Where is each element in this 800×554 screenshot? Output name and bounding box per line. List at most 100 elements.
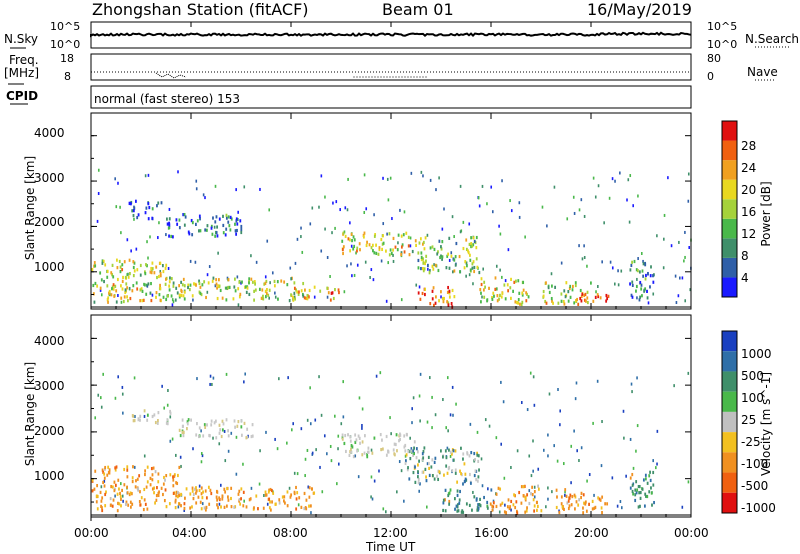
echo-cell <box>577 302 580 306</box>
echo-cell <box>455 241 458 246</box>
echo-cell <box>454 507 456 511</box>
echo-cell <box>437 477 440 482</box>
nsearch-label: N.Search <box>745 32 800 46</box>
echo-cell <box>198 488 201 493</box>
echo-speck <box>307 485 310 489</box>
echo-cell <box>178 226 181 230</box>
echo-cell <box>590 281 592 285</box>
echo-cell <box>157 472 160 476</box>
echo-speck <box>516 449 519 453</box>
pwr-tick-28: 28 <box>741 139 757 153</box>
echo-speck <box>450 251 453 255</box>
echo-speck <box>97 168 100 172</box>
echo-cell <box>230 496 232 501</box>
echo-cell <box>136 215 139 220</box>
echo-speck <box>574 397 577 401</box>
echo-cell <box>103 472 106 476</box>
echo-cell <box>116 492 119 496</box>
echo-speck <box>230 431 233 435</box>
echo-cell <box>478 270 481 275</box>
echo-cell <box>479 504 482 508</box>
echo-speck <box>134 415 136 419</box>
echo-cell <box>434 301 437 305</box>
echo-cell <box>536 504 539 509</box>
echo-cell <box>498 297 500 301</box>
echo-cell <box>144 272 147 276</box>
echo-cell <box>178 295 181 299</box>
echo-speck <box>533 403 536 407</box>
echo-cell <box>203 280 206 284</box>
echo-speck <box>635 449 637 453</box>
echo-cell <box>483 280 486 284</box>
echo-cell <box>114 468 117 472</box>
echo-cell <box>395 433 398 437</box>
echo-speck <box>596 379 599 383</box>
echo-cell <box>404 459 407 463</box>
echo-cell <box>188 287 191 292</box>
echo-cell <box>304 288 306 292</box>
echo-cell <box>469 268 472 272</box>
echo-cell <box>548 290 551 295</box>
echo-cell <box>213 421 216 425</box>
echo-speck <box>426 233 429 237</box>
echo-cell <box>400 252 403 257</box>
echo-cell <box>106 269 109 274</box>
echo-cell <box>211 279 214 283</box>
echo-speck <box>364 260 367 264</box>
echo-cell <box>105 490 107 494</box>
echo-cell <box>184 496 186 500</box>
echo-cell <box>412 453 414 457</box>
echo-cell <box>631 283 634 287</box>
echo-speck <box>387 261 390 265</box>
echo-cell <box>646 481 649 485</box>
echo-cell <box>399 433 402 437</box>
echo-cell <box>415 447 418 451</box>
echo-cell <box>157 418 159 423</box>
echo-cell <box>341 247 344 252</box>
echo-speck <box>433 263 435 267</box>
echo-cell <box>599 498 602 502</box>
echo-cell <box>101 468 104 472</box>
echo-cell <box>517 279 520 283</box>
echo-cell <box>448 502 451 506</box>
echo-cell <box>442 498 445 502</box>
echo-cell <box>122 299 125 304</box>
echo-cell <box>117 478 120 482</box>
echo-cell <box>248 498 251 502</box>
echo-cell <box>463 462 466 466</box>
echo-cell <box>233 505 236 509</box>
echo-cell <box>169 411 172 415</box>
echo-cell <box>215 436 218 440</box>
echo-cell <box>606 297 609 301</box>
freq-dip <box>155 72 187 79</box>
echo-cell <box>594 295 597 299</box>
echo-cell <box>229 215 232 220</box>
echo-speck <box>573 429 575 433</box>
echo-speck <box>409 236 412 240</box>
echo-cell <box>525 291 528 295</box>
echo-speck <box>627 178 630 182</box>
echo-speck <box>684 230 686 234</box>
echo-cell <box>422 450 425 454</box>
echo-cell <box>461 509 464 513</box>
echo-speck <box>143 414 146 418</box>
echo-cell <box>145 292 148 296</box>
echo-cell <box>503 510 506 514</box>
echo-speck <box>114 494 116 498</box>
echo-speck <box>408 450 411 454</box>
echo-cell <box>186 420 189 424</box>
echo-speck <box>387 198 390 202</box>
echo-cell <box>411 249 414 254</box>
echo-cell <box>170 294 173 298</box>
vel-tick-1000: 1000 <box>741 347 772 361</box>
echo-speck <box>320 249 323 253</box>
echo-cell <box>437 469 440 473</box>
echo-cell <box>179 433 182 438</box>
echo-cell <box>233 285 236 289</box>
echo-cell <box>244 285 247 289</box>
echo-speck <box>620 269 623 273</box>
echo-cell <box>126 485 129 489</box>
echo-cell <box>431 474 434 478</box>
echo-cell <box>424 292 426 297</box>
echo-cell <box>189 492 192 496</box>
